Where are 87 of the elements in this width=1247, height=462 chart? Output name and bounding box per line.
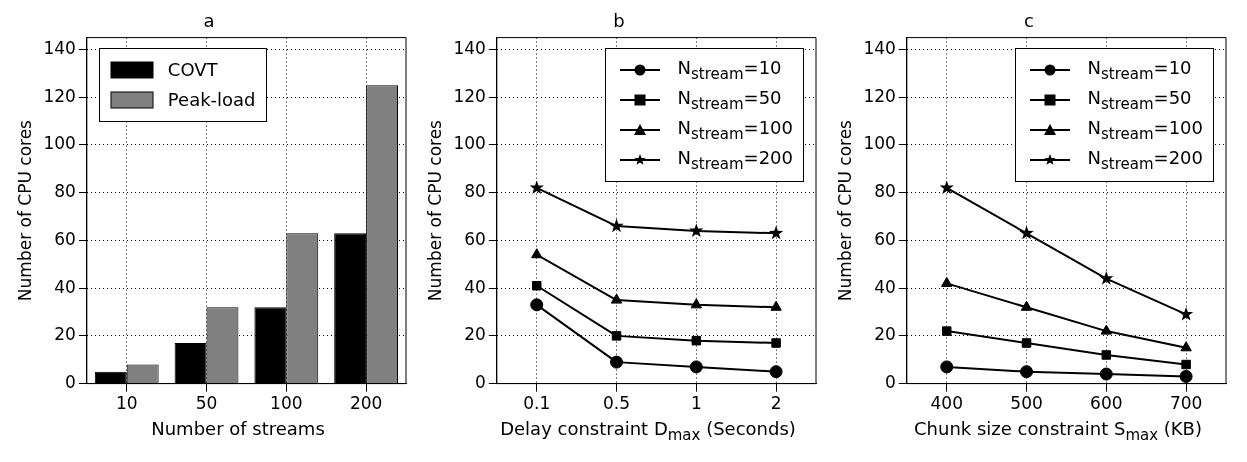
point [1020,300,1033,311]
x-tick-label: 200 [349,393,383,414]
y-axis-title: Number of CPU cores [834,119,855,302]
y-tick-label: 40 [874,276,896,297]
legend-label: COVT [167,59,218,81]
point [691,335,702,346]
chart-title: b [613,10,625,32]
y-tick-label: 100 [863,133,896,154]
point [1180,341,1192,352]
y-tick-label: 100 [453,133,486,154]
chart-title: a [203,10,215,32]
legend-label: N$_{stream}$=200 [1087,146,1203,173]
y-tick-label: 120 [863,85,896,106]
x-tick-label: 50 [195,393,218,414]
y-tick-label: 120 [43,85,76,106]
y-tick-label: 40 [54,276,76,297]
x-tick-label: 600 [1090,393,1123,414]
x-tick-label: 700 [1169,393,1203,414]
y-tick-label: 80 [874,181,896,202]
x-tick-label: 10 [115,393,138,414]
point [1100,324,1113,335]
y-tick-label: 0 [885,372,896,393]
point [769,365,783,379]
x-tick-label: 500 [1010,393,1043,414]
y-tick-label: 40 [464,276,486,297]
point [1101,350,1112,360]
point [942,326,952,336]
x-tick-label: 400 [930,393,963,414]
point [1179,369,1193,383]
chart-title: c [1024,10,1034,32]
point [689,223,704,237]
x-axis-title: Number of streams [150,418,326,439]
point [610,355,624,369]
y-tick-label: 20 [874,324,896,345]
point [609,218,624,233]
point [1099,367,1113,381]
legend-label: N$_{stream}$=50 [677,86,782,113]
x-axis-title: Chunk size constraint S$_{max}$ (KB) [913,418,1203,444]
y-axis-title: Number of CPU cores [14,119,35,302]
point [940,360,954,374]
y-tick-label: 100 [43,133,76,154]
x-tick-label: 0.1 [523,393,551,414]
point [610,293,623,304]
point [1021,338,1032,348]
y-tick-label: 140 [43,37,76,58]
point [1099,271,1114,285]
point [611,331,622,341]
y-axis-title: Number of CPU cores [424,119,445,302]
y-tick-label: 0 [475,372,486,393]
y-tick-label: 140 [863,37,896,58]
legend-label: N$_{stream}$=50 [1087,86,1192,113]
x-tick-label: 0.5 [603,393,631,414]
x-tick-label: 2 [770,393,782,414]
y-tick-label: 120 [453,85,486,106]
point [529,180,544,194]
y-tick-label: 60 [464,228,486,249]
point [531,248,543,259]
point [768,225,784,240]
legend-label: N$_{stream}$=200 [677,146,793,173]
legend-label: N$_{stream}$=10 [677,56,782,83]
y-tick-label: 60 [874,228,896,249]
point [941,276,953,287]
point [939,180,954,194]
y-tick-label: 60 [54,228,76,249]
point [771,338,781,348]
y-tick-label: 20 [464,324,486,345]
point [690,298,703,309]
y-tick-label: 140 [453,37,486,58]
legend-label: N$_{stream}$=100 [677,116,793,143]
point [1178,306,1194,321]
y-tick-label: 20 [54,324,76,345]
legend-label: N$_{stream}$=10 [1087,56,1192,83]
point [1020,365,1034,379]
point [530,298,544,312]
point [689,360,703,374]
point [1181,359,1191,370]
point [532,281,542,291]
legend-label: N$_{stream}$=100 [1087,116,1203,143]
y-tick-label: 0 [65,372,76,393]
x-axis-title: Delay constraint D$_{max}$ (Seconds) [499,418,797,444]
x-tick-label: 100 [270,393,303,414]
y-tick-label: 80 [54,181,76,202]
point [770,300,782,311]
legend-label: Peak-load [167,89,256,111]
y-tick-label: 80 [464,181,486,202]
point [1019,225,1034,240]
x-tick-label: 1 [690,393,702,414]
